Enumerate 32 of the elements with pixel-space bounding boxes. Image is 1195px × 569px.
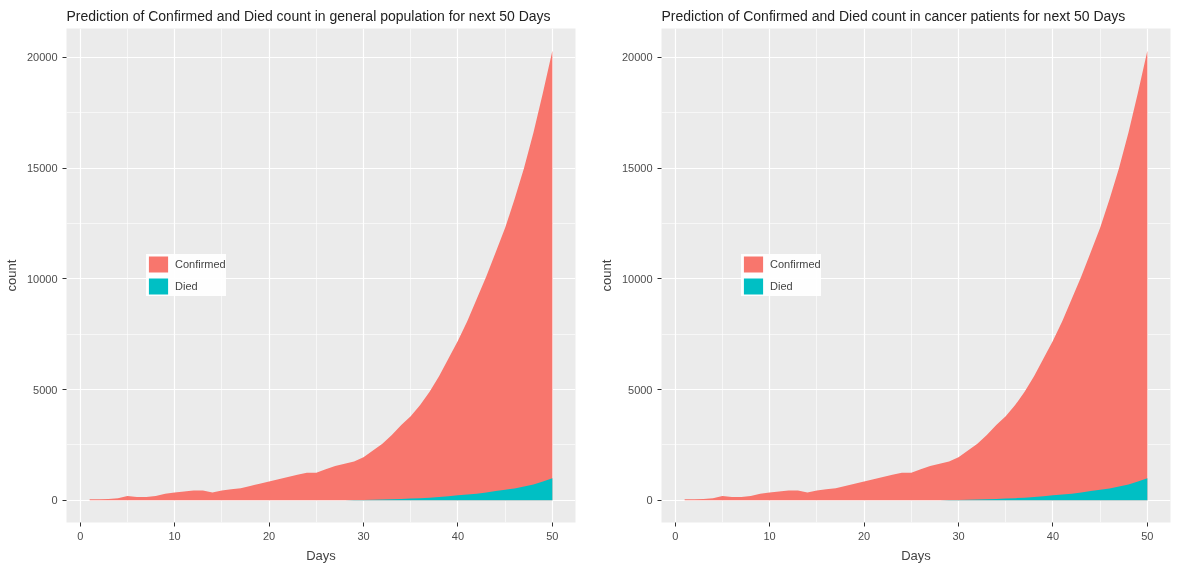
x-tick-label: 0 bbox=[77, 529, 84, 542]
y-tick-label: 0 bbox=[646, 494, 653, 507]
y-tick-label: 10000 bbox=[621, 272, 653, 285]
legend-label: Died bbox=[770, 280, 793, 292]
chart-title: Prediction of Confirmed and Died count in general population for next 50 Days bbox=[66, 7, 551, 24]
y-tick-label: 5000 bbox=[628, 383, 653, 396]
x-tick-label: 10 bbox=[763, 529, 776, 542]
y-tick-label: 15000 bbox=[26, 162, 58, 175]
x-tick-label: 20 bbox=[857, 529, 871, 542]
x-axis-title: Days bbox=[901, 547, 932, 563]
legend-label: Died bbox=[175, 280, 198, 292]
x-tick-label: 40 bbox=[1046, 529, 1060, 542]
x-tick-label: 40 bbox=[451, 529, 465, 542]
y-tick-label: 10000 bbox=[26, 272, 58, 285]
legend-label: Confirmed bbox=[175, 258, 226, 270]
x-tick-label: 30 bbox=[952, 529, 965, 542]
y-tick-label: 0 bbox=[51, 494, 58, 507]
x-tick-label: 0 bbox=[672, 529, 679, 542]
y-tick-label: 5000 bbox=[33, 383, 58, 396]
y-axis-title: count bbox=[3, 259, 19, 292]
x-tick-label: 50 bbox=[546, 529, 559, 542]
y-axis-title: count bbox=[598, 259, 614, 292]
x-tick-label: 30 bbox=[357, 529, 370, 542]
y-tick-label: 20000 bbox=[26, 51, 58, 64]
x-tick-label: 50 bbox=[1141, 529, 1154, 542]
x-tick-label: 20 bbox=[262, 529, 276, 542]
legend-label: Confirmed bbox=[770, 258, 821, 270]
x-axis-title: Days bbox=[306, 547, 337, 563]
x-tick-label: 10 bbox=[168, 529, 181, 542]
chart-title: Prediction of Confirmed and Died count in cancer patients for next 50 Days bbox=[661, 7, 1126, 24]
y-tick-label: 20000 bbox=[621, 51, 653, 64]
y-tick-label: 15000 bbox=[621, 162, 653, 175]
